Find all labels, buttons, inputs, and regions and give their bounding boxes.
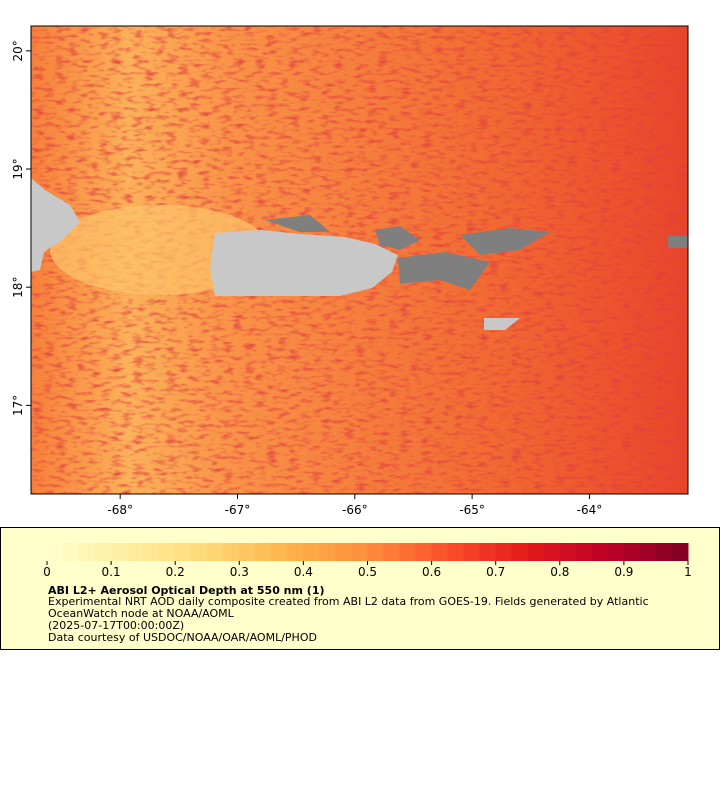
colorbar-swatch <box>367 543 385 561</box>
colorbar-swatch <box>479 543 497 561</box>
y-tick-label: 19° <box>11 158 25 179</box>
colorbar-swatch <box>447 543 465 561</box>
colorbar-swatch <box>111 543 128 561</box>
colorbar-tick-label: 1 <box>684 565 692 579</box>
colorbar-swatch <box>351 543 368 561</box>
colorbar-swatch <box>335 543 352 561</box>
colorbar-swatch <box>511 543 529 561</box>
colorbar-swatch <box>527 543 545 561</box>
colorbar-swatch <box>239 543 256 561</box>
colorbar-swatch <box>623 543 641 561</box>
missing-data <box>265 215 688 290</box>
colorbar-tick-label: 0.7 <box>486 565 505 579</box>
legend-line: OceanWatch node at NOAA/AOML <box>48 607 235 620</box>
colorbar-tick-label: 0.9 <box>614 565 633 579</box>
colorbar-tick-label: 0.6 <box>422 565 441 579</box>
colorbar-swatch <box>191 543 208 561</box>
colorbar-swatch <box>63 543 80 561</box>
colorbar-tick-label: 0 <box>43 565 51 579</box>
land-hispaniola <box>31 178 80 272</box>
colorbar-swatch <box>671 543 689 561</box>
colorbar-swatch <box>95 543 112 561</box>
colorbar-swatch <box>175 543 192 561</box>
y-tick-label: 17° <box>11 395 25 416</box>
colorbar-swatch <box>303 543 320 561</box>
colorbar-swatch <box>399 543 417 561</box>
x-tick-label: -64° <box>577 503 603 517</box>
colorbar-swatch <box>207 543 224 561</box>
y-tick-label: 20° <box>11 40 25 61</box>
colorbar-swatch <box>383 543 401 561</box>
colorbar-tick-label: 0.1 <box>102 565 121 579</box>
x-tick-label: -67° <box>225 503 251 517</box>
y-tick-label: 18° <box>11 277 25 298</box>
colorbar-swatch <box>271 543 288 561</box>
legend-title: ABI L2+ Aerosol Optical Depth at 550 nm … <box>48 584 325 597</box>
colorbar-swatch <box>143 543 160 561</box>
colorbar-tick-label: 0.5 <box>358 565 377 579</box>
colorbar-tick-label: 0.2 <box>166 565 185 579</box>
legend-line: Data courtesy of USDOC/NOAA/OAR/AOML/PHO… <box>48 631 317 644</box>
x-tick-label: -68° <box>107 503 133 517</box>
colorbar-swatch <box>607 543 625 561</box>
colorbar-swatch <box>415 543 433 561</box>
legend-line: Experimental NRT AOD daily composite cre… <box>48 595 649 608</box>
colorbar-tick-label: 0.8 <box>550 565 569 579</box>
legend-line: (2025-07-17T00:00:00Z) <box>48 619 184 632</box>
colorbar-swatch <box>431 543 449 561</box>
colorbar-swatch <box>79 543 96 561</box>
colorbar-swatch <box>255 543 272 561</box>
colorbar-swatch <box>223 543 240 561</box>
colorbar-swatch <box>543 543 561 561</box>
x-tick-label: -65° <box>459 503 485 517</box>
colorbar-swatch <box>127 543 144 561</box>
colorbar-swatch <box>655 543 673 561</box>
colorbar-swatch <box>559 543 577 561</box>
colorbar-swatch <box>159 543 176 561</box>
plot-frame <box>30 25 689 495</box>
colorbar-swatch <box>47 543 64 561</box>
colorbar-swatch <box>639 543 657 561</box>
colorbar-swatch <box>463 543 481 561</box>
colorbar-tick-label: 0.4 <box>294 565 313 579</box>
colorbar-swatch <box>591 543 609 561</box>
colorbar-swatch <box>319 543 336 561</box>
aod-raster <box>31 26 688 494</box>
colorbar-swatch <box>575 543 593 561</box>
colorbar-tick-label: 0.3 <box>230 565 249 579</box>
colorbar-swatch <box>495 543 513 561</box>
colorbar-swatch <box>287 543 304 561</box>
x-tick-label: -66° <box>342 503 368 517</box>
land-st-croix <box>484 318 520 330</box>
land-puerto-rico <box>210 230 398 296</box>
